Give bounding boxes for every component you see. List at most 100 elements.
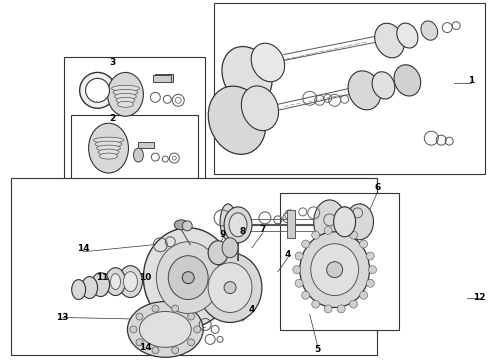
Ellipse shape bbox=[208, 241, 228, 265]
Ellipse shape bbox=[92, 273, 110, 297]
Circle shape bbox=[324, 305, 332, 313]
Circle shape bbox=[188, 339, 195, 346]
Circle shape bbox=[293, 266, 301, 274]
Ellipse shape bbox=[113, 89, 138, 95]
Ellipse shape bbox=[111, 274, 121, 289]
Ellipse shape bbox=[300, 232, 369, 307]
Bar bbox=[138, 142, 154, 148]
Bar bbox=[153, 75, 172, 82]
Ellipse shape bbox=[348, 71, 381, 110]
Text: 3: 3 bbox=[109, 58, 116, 67]
Bar bbox=[287, 210, 295, 238]
Ellipse shape bbox=[334, 207, 356, 237]
Ellipse shape bbox=[118, 101, 133, 107]
Ellipse shape bbox=[119, 266, 143, 298]
Ellipse shape bbox=[222, 238, 238, 258]
Circle shape bbox=[312, 231, 319, 239]
Circle shape bbox=[182, 272, 194, 284]
Text: 7: 7 bbox=[260, 225, 266, 234]
Ellipse shape bbox=[372, 72, 395, 99]
Ellipse shape bbox=[98, 149, 119, 155]
Circle shape bbox=[182, 221, 192, 231]
Circle shape bbox=[366, 252, 374, 260]
Bar bbox=[71, 115, 198, 211]
Ellipse shape bbox=[208, 263, 252, 312]
Ellipse shape bbox=[314, 200, 345, 244]
Circle shape bbox=[188, 313, 195, 320]
Ellipse shape bbox=[222, 46, 272, 104]
Circle shape bbox=[368, 266, 376, 274]
Circle shape bbox=[360, 291, 368, 299]
Ellipse shape bbox=[345, 204, 373, 240]
Circle shape bbox=[360, 240, 368, 248]
Ellipse shape bbox=[156, 242, 220, 314]
Ellipse shape bbox=[115, 93, 136, 99]
Circle shape bbox=[327, 262, 343, 278]
Ellipse shape bbox=[242, 86, 278, 131]
Ellipse shape bbox=[140, 311, 191, 347]
Ellipse shape bbox=[208, 86, 266, 154]
Circle shape bbox=[172, 347, 179, 354]
Ellipse shape bbox=[198, 253, 262, 323]
Circle shape bbox=[136, 313, 143, 320]
Circle shape bbox=[302, 291, 310, 299]
Text: 1: 1 bbox=[468, 76, 474, 85]
Ellipse shape bbox=[94, 137, 123, 143]
Circle shape bbox=[349, 300, 358, 308]
Circle shape bbox=[295, 279, 303, 287]
Ellipse shape bbox=[251, 43, 285, 82]
Text: 5: 5 bbox=[315, 345, 321, 354]
Ellipse shape bbox=[112, 85, 140, 91]
Ellipse shape bbox=[107, 72, 144, 116]
Bar bbox=[214, 3, 485, 174]
Text: 14: 14 bbox=[139, 343, 152, 352]
Ellipse shape bbox=[224, 207, 252, 243]
Ellipse shape bbox=[97, 145, 121, 151]
Circle shape bbox=[366, 279, 374, 287]
Text: 10: 10 bbox=[139, 273, 151, 282]
Circle shape bbox=[224, 282, 236, 293]
Text: 8: 8 bbox=[240, 227, 246, 236]
Text: 12: 12 bbox=[473, 293, 485, 302]
Circle shape bbox=[302, 240, 310, 248]
Bar bbox=[280, 193, 399, 330]
Circle shape bbox=[152, 347, 159, 354]
Ellipse shape bbox=[89, 123, 128, 173]
Text: 14: 14 bbox=[77, 244, 90, 253]
Circle shape bbox=[136, 339, 143, 346]
Text: 4: 4 bbox=[285, 250, 291, 259]
Circle shape bbox=[337, 305, 345, 313]
Ellipse shape bbox=[168, 256, 208, 300]
Ellipse shape bbox=[127, 302, 203, 357]
Bar bbox=[11, 178, 377, 355]
Text: 9: 9 bbox=[220, 230, 226, 239]
Circle shape bbox=[324, 226, 332, 234]
Ellipse shape bbox=[82, 276, 98, 298]
Circle shape bbox=[337, 226, 345, 234]
Ellipse shape bbox=[394, 65, 421, 96]
Circle shape bbox=[295, 252, 303, 260]
Bar bbox=[64, 58, 205, 212]
Text: 11: 11 bbox=[97, 273, 109, 282]
Ellipse shape bbox=[105, 268, 125, 296]
Ellipse shape bbox=[220, 204, 236, 240]
Ellipse shape bbox=[375, 23, 404, 58]
Bar bbox=[214, 178, 370, 266]
Ellipse shape bbox=[311, 244, 359, 296]
Text: 6: 6 bbox=[374, 184, 381, 193]
Bar bbox=[155, 75, 173, 82]
Circle shape bbox=[194, 326, 201, 333]
Ellipse shape bbox=[95, 141, 122, 147]
Circle shape bbox=[312, 300, 319, 308]
Ellipse shape bbox=[421, 21, 438, 40]
Ellipse shape bbox=[397, 23, 418, 48]
Ellipse shape bbox=[116, 97, 135, 103]
Ellipse shape bbox=[133, 148, 144, 162]
Circle shape bbox=[80, 72, 116, 108]
Text: 2: 2 bbox=[109, 114, 116, 123]
Circle shape bbox=[130, 326, 137, 333]
Ellipse shape bbox=[229, 213, 247, 237]
Ellipse shape bbox=[123, 272, 137, 292]
Circle shape bbox=[349, 231, 358, 239]
Circle shape bbox=[86, 78, 110, 102]
